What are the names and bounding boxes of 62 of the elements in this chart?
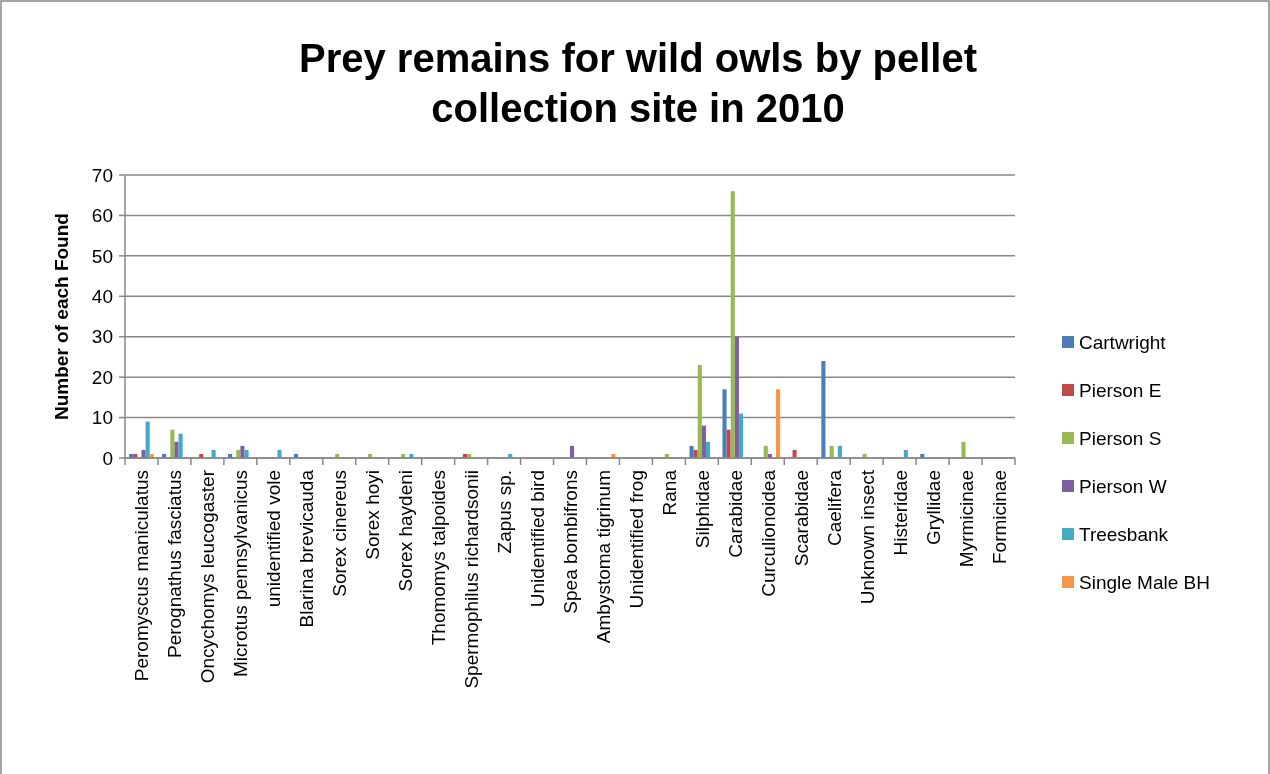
x-tick-label: Curculionoidea [757,469,779,597]
bar [689,445,694,458]
bar [178,433,183,458]
bar [722,389,727,458]
legend-label: Treesbank [1079,523,1169,545]
y-tick-label: 60 [91,205,113,227]
x-tick-label: Peromyscus maniculatus [131,470,153,682]
y-tick-label: 0 [102,447,113,469]
x-tick-label: Caelifera [823,469,845,547]
y-tick-label: 10 [91,407,113,429]
legend-label: Single Male BH [1079,571,1210,593]
bar [961,441,966,458]
x-tick-label: Myrmicinae [955,470,977,568]
chart-title: Prey remains for wild owls by pellet collection site in 2010 [299,36,977,130]
bar [821,360,826,458]
x-tick-label: Rana [658,469,680,516]
legend-label: Pierson E [1079,379,1162,401]
x-tick-label: Ambystoma tigrinum [592,470,614,644]
x-tick-label: Carabidae [724,470,746,558]
x-tick-label: Zapus sp. [494,470,516,554]
x-tick-label: Scarabidae [790,470,812,567]
bar [705,441,711,458]
x-tick-label: Sorex haydeni [395,470,417,592]
bar [174,441,179,458]
x-tick-label: Unidentified frog [625,470,647,609]
x-tick-label: Thomomys talpoides [428,470,450,646]
x-tick-label: unidentified vole [263,470,285,608]
y-tick-label: 70 [91,164,113,186]
bar [141,449,146,458]
x-tick-label: Histeridae [889,470,911,556]
bar [726,429,731,458]
x-tick-label: Perognathus fasciatus [164,470,186,659]
bar [170,429,175,458]
y-tick-label: 50 [91,245,113,267]
x-tick-label: Blarina brevicauda [296,469,318,628]
x-tick-label: Sorex hoyi [362,470,384,560]
y-tick-label: 30 [91,326,113,348]
bar [701,425,706,458]
x-tick-label: Spermophilus richardsonii [461,470,483,689]
x-tick-label: Oncychomys leucogaster [197,469,219,684]
bar [244,449,249,458]
bar [730,191,735,458]
bar [277,449,282,458]
legend-label: Cartwright [1079,331,1167,353]
x-tick-label: Silphidae [691,470,713,549]
y-tick-label: 20 [91,366,113,388]
bar [776,389,781,458]
x-tick-label: Gryllidae [922,470,944,545]
x-tick-label: Sorex cinereus [329,470,351,597]
bar [734,336,739,458]
x-tick-label: Microtus pennsylvanicus [230,470,252,677]
bar [145,421,150,458]
y-tick-label: 40 [91,285,113,307]
bar [697,365,702,458]
x-tick-label: Unidentified bird [527,470,549,608]
x-tick-label: Formicinae [988,470,1010,564]
x-tick-label: Spea bombifrons [560,470,581,614]
y-axis-title: Number of each Found [51,213,72,420]
legend-label: Pierson S [1079,427,1162,449]
legend-label: Pierson W [1079,475,1167,497]
bar [738,413,744,458]
x-tick-label: Unknown insect [856,469,878,605]
